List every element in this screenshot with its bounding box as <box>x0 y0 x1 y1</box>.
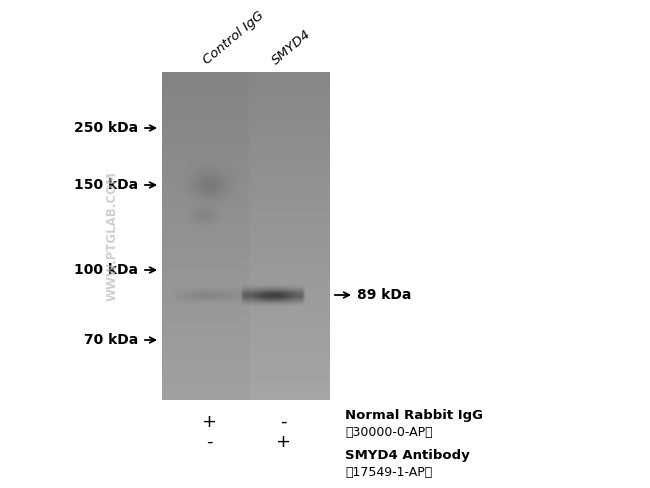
Text: 70 kDa: 70 kDa <box>84 333 138 347</box>
Text: SMYD4: SMYD4 <box>270 27 313 67</box>
Text: Normal Rabbit IgG: Normal Rabbit IgG <box>345 408 483 422</box>
Text: 89 kDa: 89 kDa <box>357 288 411 302</box>
Text: 100 kDa: 100 kDa <box>74 263 138 277</box>
Text: +: + <box>202 413 216 431</box>
Text: -: - <box>206 433 213 451</box>
Text: （17549-1-AP）: （17549-1-AP） <box>345 467 432 480</box>
Text: SMYD4 Antibody: SMYD4 Antibody <box>345 448 470 462</box>
Text: WWW.PTGLAB.COM: WWW.PTGLAB.COM <box>105 171 118 301</box>
Text: +: + <box>276 433 291 451</box>
Text: 250 kDa: 250 kDa <box>74 121 138 135</box>
Text: 150 kDa: 150 kDa <box>74 178 138 192</box>
Text: Control IgG: Control IgG <box>201 9 266 67</box>
Text: （30000-0-AP）: （30000-0-AP） <box>345 427 433 440</box>
Text: -: - <box>280 413 286 431</box>
